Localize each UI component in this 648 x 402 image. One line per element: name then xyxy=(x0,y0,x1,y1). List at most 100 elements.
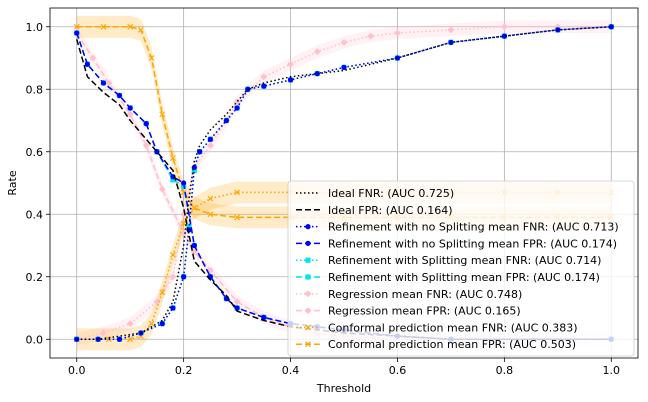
legend-marker xyxy=(304,307,312,314)
data-point xyxy=(142,142,150,149)
data-point xyxy=(100,23,107,30)
data-point xyxy=(207,136,213,142)
data-point xyxy=(206,142,214,149)
data-point xyxy=(169,273,177,281)
data-point xyxy=(191,205,198,211)
data-point xyxy=(223,117,229,124)
data-point xyxy=(191,167,197,174)
y-tick-label: 0.4 xyxy=(26,208,44,221)
data-point xyxy=(137,26,144,33)
legend-marker xyxy=(305,324,311,331)
data-point xyxy=(206,267,214,274)
series-line xyxy=(76,26,612,340)
data-point xyxy=(159,289,166,296)
legend-item: Ideal FPR: (AUC 0.164) xyxy=(296,204,453,217)
legend-item: Conformal prediction mean FPR: (AUC 0.50… xyxy=(296,338,576,351)
legend-marker xyxy=(305,341,311,348)
data-point xyxy=(159,111,166,118)
data-point xyxy=(234,305,240,311)
x-tick-label: 1.0 xyxy=(603,364,621,377)
legend-frame xyxy=(287,180,635,357)
data-point xyxy=(233,298,241,306)
data-point xyxy=(158,185,166,193)
data-point xyxy=(554,23,562,31)
data-point xyxy=(153,298,161,306)
data-point xyxy=(127,23,134,30)
legend-label: Refinement with no Splitting mean FPR: (… xyxy=(328,237,617,250)
data-point xyxy=(105,79,113,87)
data-point xyxy=(207,195,214,202)
data-point xyxy=(447,26,455,34)
data-point xyxy=(261,83,267,89)
data-point xyxy=(234,214,241,221)
legend-label: Conformal prediction mean FNR: (AUC 0.38… xyxy=(328,321,578,334)
data-point xyxy=(84,61,91,67)
confidence-band xyxy=(76,26,612,346)
series-line xyxy=(76,39,612,340)
legend-label: Regression mean FNR: (AUC 0.748) xyxy=(328,288,522,301)
legend-item: Regression mean FPR: (AUC 0.165) xyxy=(296,305,521,318)
ticks: 0.0 0.2 0.4 0.6 0.8 1.0 0.0 0.2 0.4 0.6 0.8 1.0 xyxy=(26,21,621,377)
series-line xyxy=(76,26,612,340)
data-point xyxy=(180,229,188,237)
data-point xyxy=(100,329,107,337)
data-point xyxy=(127,336,134,343)
legend-marker xyxy=(304,290,312,298)
data-point xyxy=(116,92,123,99)
legend-marker xyxy=(305,257,311,263)
data-point xyxy=(180,210,188,218)
y-tick-label: 0.0 xyxy=(26,333,44,346)
y-axis-label: Rate xyxy=(6,170,19,195)
legend-item: Refinement with no Splitting mean FPR: (… xyxy=(296,237,617,250)
x-tick-label: 0.2 xyxy=(175,364,193,377)
data-point xyxy=(100,80,107,86)
x-axis-label: Threshold xyxy=(316,382,371,395)
data-point xyxy=(500,23,508,31)
legend-item: Conformal prediction mean FNR: (AUC 0.38… xyxy=(296,321,578,334)
data-point xyxy=(341,64,347,70)
data-point xyxy=(245,86,251,92)
data-point xyxy=(191,242,197,249)
data-point xyxy=(287,60,294,68)
data-point xyxy=(234,189,241,196)
legend-label: Ideal FPR: (AUC 0.164) xyxy=(328,204,453,217)
data-point xyxy=(501,33,507,39)
legend-marker xyxy=(305,274,311,280)
data-point xyxy=(170,251,176,258)
data-point xyxy=(126,110,134,118)
y-tick-label: 0.8 xyxy=(26,83,44,96)
x-tick-label: 0.0 xyxy=(68,364,86,377)
series-1 xyxy=(76,39,612,340)
data-point xyxy=(170,155,176,161)
data-point xyxy=(313,48,321,56)
data-point xyxy=(170,177,176,183)
y-tick-label: 0.6 xyxy=(26,146,44,159)
legend-label: Conformal prediction mean FPR: (AUC 0.50… xyxy=(328,338,576,351)
data-point xyxy=(148,320,155,327)
legend-label: Ideal FNR: (AUC 0.725) xyxy=(328,187,454,200)
data-point xyxy=(74,30,80,36)
data-point xyxy=(233,98,241,106)
legend-label: Refinement with Splitting mean FNR: (AUC… xyxy=(328,254,601,267)
data-point xyxy=(608,24,614,30)
data-point xyxy=(126,320,134,328)
legend-label: Refinement with no Splitting mean FNR: (… xyxy=(328,221,619,234)
legend-marker xyxy=(305,240,311,246)
legend: Ideal FNR: (AUC 0.725) Ideal FPR: (AUC 0.… xyxy=(287,180,635,357)
data-point xyxy=(170,305,176,311)
data-point xyxy=(127,105,133,111)
y-tick-label: 1.0 xyxy=(26,21,44,34)
data-point xyxy=(148,55,155,61)
x-tick-label: 0.6 xyxy=(389,364,407,377)
x-tick-label: 0.8 xyxy=(496,364,514,377)
legend-label: Refinement with Splitting mean FPR: (AUC… xyxy=(328,271,600,284)
data-point xyxy=(367,32,375,40)
data-point xyxy=(234,105,240,111)
data-point xyxy=(116,336,123,342)
data-point xyxy=(181,274,187,280)
legend-item: Ideal FNR: (AUC 0.725) xyxy=(296,187,454,200)
data-point xyxy=(314,71,320,77)
data-point xyxy=(287,77,294,83)
data-point xyxy=(89,54,97,62)
